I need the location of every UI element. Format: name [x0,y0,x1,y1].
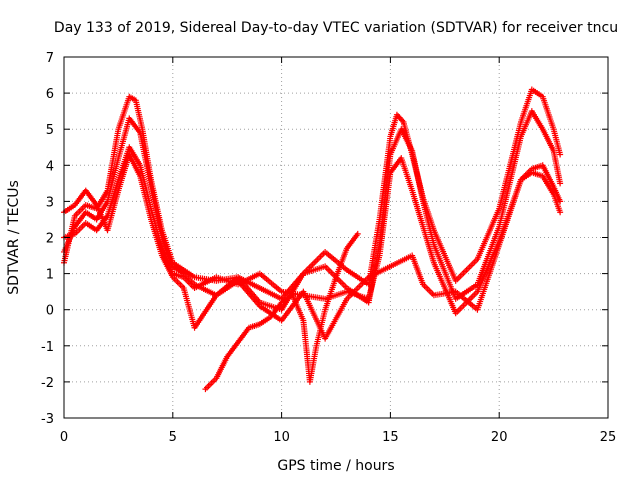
series-markers [202,230,361,393]
y-tick-label: -3 [41,412,54,427]
x-axis-label: GPS time / hours [277,458,394,474]
y-axis-label: SDTVAR / TECUs [6,180,22,295]
y-tick-label: 5 [46,123,54,138]
y-tick-label: 7 [46,51,54,66]
y-tick-label: 2 [46,232,54,247]
axis-ticks: 0 5 10 15 20 25 -3 -2 -1 0 1 2 3 4 5 6 7 [41,51,616,445]
chart-title: Day 133 of 2019, Sidereal Day-to-day VTE… [54,20,618,36]
x-tick-label: 5 [169,430,177,445]
x-tick-label: 0 [60,430,68,445]
series-track-5 [202,230,361,393]
y-tick-label: -2 [41,376,54,391]
series-markers [61,151,564,342]
y-tick-label: 1 [46,268,54,283]
y-tick-label: -1 [41,340,54,355]
x-tick-label: 15 [382,430,399,445]
series-track-4 [61,151,564,342]
y-tick-label: 4 [46,159,54,174]
x-tick-label: 20 [491,430,508,445]
grid [64,57,608,418]
x-tick-label: 10 [273,430,290,445]
y-tick-label: 6 [46,87,54,102]
y-tick-label: 3 [46,195,54,210]
x-tick-label: 25 [600,430,617,445]
y-tick-label: 0 [46,304,54,319]
